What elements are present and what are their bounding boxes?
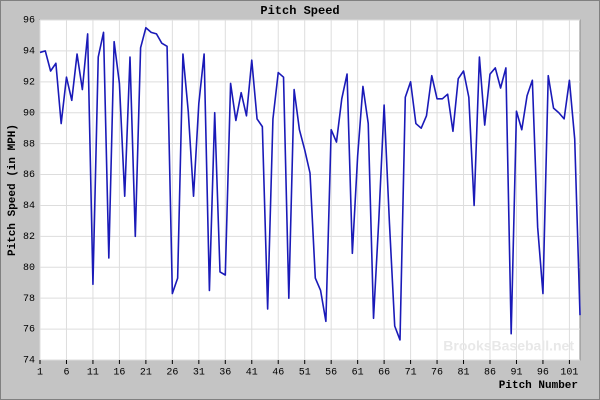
data-line — [39, 26, 581, 341]
y-tick-label: 80 — [23, 263, 35, 274]
y-tick-label: 94 — [23, 47, 35, 58]
x-tick-label: 61 — [352, 368, 364, 379]
x-tick-label: 66 — [378, 368, 390, 379]
y-tick-label: 82 — [23, 232, 35, 243]
x-tick-label: 16 — [113, 368, 125, 379]
plot-area — [39, 19, 581, 361]
x-tick-label: 101 — [560, 368, 578, 379]
y-axis-label: Pitch Speed (in MPH) — [7, 124, 19, 256]
y-tick-label: 90 — [23, 108, 35, 119]
y-tick-label: 88 — [23, 139, 35, 150]
x-tick-label: 26 — [166, 368, 178, 379]
x-axis-label: Pitch Number — [499, 380, 578, 392]
y-tick-label: 96 — [23, 16, 35, 27]
x-tick-label: 6 — [63, 368, 69, 379]
x-tick-label: 91 — [510, 368, 522, 379]
x-tick-label: 21 — [140, 368, 152, 379]
x-tick-label: 71 — [405, 368, 417, 379]
watermark: BrooksBaseball.net — [443, 338, 574, 354]
chart-title: Pitch Speed — [260, 4, 339, 18]
y-tick-label: 78 — [23, 294, 35, 305]
x-tick-label: 76 — [431, 368, 443, 379]
x-tick-label: 46 — [272, 368, 284, 379]
x-tick-label: 11 — [87, 368, 99, 379]
y-tick-label: 74 — [23, 356, 35, 367]
x-tick-label: 56 — [325, 368, 337, 379]
x-tick-label: 31 — [193, 368, 205, 379]
x-tick-label: 86 — [484, 368, 496, 379]
x-tick-label: 36 — [219, 368, 231, 379]
x-tick-label: 1 — [37, 368, 43, 379]
y-tick-label: 84 — [23, 201, 35, 212]
y-tick-label: 92 — [23, 77, 35, 88]
x-tick-label: 81 — [458, 368, 470, 379]
y-tick-label: 86 — [23, 170, 35, 181]
y-tick-label: 76 — [23, 325, 35, 336]
x-tick-label: 41 — [246, 368, 258, 379]
x-tick-label: 51 — [299, 368, 311, 379]
x-tick-label: 96 — [537, 368, 549, 379]
